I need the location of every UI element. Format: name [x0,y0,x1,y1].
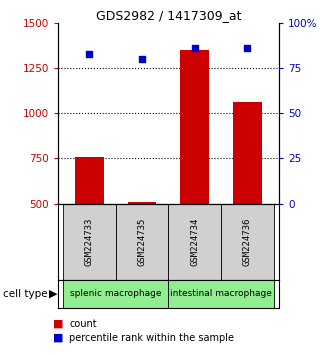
Bar [221,204,274,280]
Text: GSM224734: GSM224734 [190,217,199,266]
Bar [115,204,168,280]
Bar [168,280,274,308]
Text: intestinal macrophage: intestinal macrophage [170,289,272,298]
Bar [63,204,116,280]
Text: ■: ■ [52,319,63,329]
Text: cell type: cell type [3,289,48,299]
Bar [168,204,221,280]
Text: ▶: ▶ [49,289,57,299]
Point [87,51,92,57]
Bar [75,156,104,204]
Point [139,56,145,62]
Point [192,45,197,51]
Text: splenic macrophage: splenic macrophage [70,289,161,298]
Bar [180,50,209,204]
Text: GSM224733: GSM224733 [85,217,94,266]
Bar [233,102,262,204]
Bar [127,202,156,204]
Text: GSM224735: GSM224735 [138,217,147,266]
Bar [63,280,168,308]
Point [245,45,250,51]
Text: GSM224736: GSM224736 [243,217,252,266]
Text: ■: ■ [52,333,63,343]
Text: percentile rank within the sample: percentile rank within the sample [69,333,234,343]
Title: GDS2982 / 1417309_at: GDS2982 / 1417309_at [96,9,241,22]
Text: count: count [69,319,97,329]
